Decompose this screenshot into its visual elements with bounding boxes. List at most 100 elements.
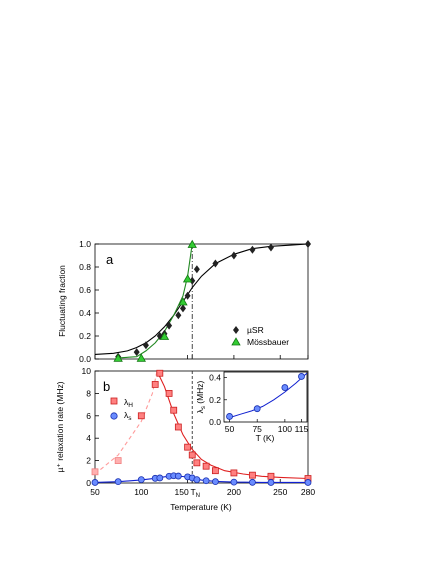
inset-y-label-unit: (MHz) bbox=[195, 380, 205, 406]
b-ytick-label: 10 bbox=[82, 366, 92, 376]
b-xtick-label: 200 bbox=[227, 487, 241, 497]
lambda-h-point bbox=[202, 462, 210, 470]
lambda-s-point bbox=[267, 479, 275, 486]
mossbauer-point bbox=[136, 353, 146, 362]
inset-xtick-label: 100 bbox=[278, 424, 292, 434]
lambda-s-point bbox=[211, 478, 219, 486]
panel-b-x-label: Temperature (K) bbox=[170, 502, 232, 512]
legend-lambda-s-label: λs bbox=[124, 410, 132, 422]
panel-b-points bbox=[91, 369, 312, 486]
inset: 0.0 0.2 0.4 50 75 100 115 T (K) λs (MHz) bbox=[195, 371, 309, 443]
inset-point bbox=[226, 413, 233, 420]
lambda-h-point bbox=[267, 472, 275, 480]
musr-point bbox=[166, 321, 173, 330]
lambda-h-point bbox=[114, 457, 122, 465]
musr-point bbox=[184, 291, 191, 300]
a-ytick-label: 0.6 bbox=[79, 285, 91, 295]
lambda-h-point bbox=[170, 406, 178, 414]
panel-a-frame bbox=[94, 243, 309, 360]
lambda-s-point bbox=[202, 477, 210, 485]
lambda-h-point bbox=[211, 467, 219, 475]
lambda-h-point bbox=[151, 381, 159, 388]
lambda-s-point bbox=[91, 479, 99, 486]
legend-lambda-s-sub: s bbox=[128, 415, 132, 422]
lambda-h-point bbox=[174, 423, 182, 431]
legend-mossbauer-label: Mössbauer bbox=[247, 337, 289, 347]
musr-point bbox=[305, 240, 311, 248]
lambda-s-point bbox=[156, 474, 164, 482]
inset-ytick-label: 0.0 bbox=[209, 417, 221, 427]
inset-xtick-label: 115 bbox=[295, 424, 309, 434]
lambda-h-point bbox=[137, 412, 145, 420]
mossbauer-point bbox=[182, 274, 193, 283]
panel-a-letter: a bbox=[106, 252, 114, 267]
musr-point bbox=[142, 341, 149, 350]
b-xtick-label: 100 bbox=[134, 487, 148, 497]
b-xtick-label: 150 bbox=[175, 487, 189, 497]
musr-point bbox=[212, 259, 219, 268]
panel-a-points bbox=[113, 239, 311, 362]
legend-mossbauer-marker bbox=[231, 337, 241, 346]
b-xtick-label: 280 bbox=[301, 487, 315, 497]
panel-b: 0 2 4 6 8 10 50 100 150 TN 200 250 280 b µ⁺ relaxat… bbox=[55, 366, 315, 512]
legend-lambda-s-symbol: λ bbox=[124, 410, 129, 420]
lambda-h-point bbox=[188, 451, 196, 459]
lambda-s-point bbox=[174, 472, 182, 480]
inset-y-label: λs (MHz) bbox=[195, 380, 207, 413]
inset-point bbox=[281, 384, 289, 391]
lambda-h-point bbox=[184, 443, 192, 451]
lambda-h-point bbox=[249, 471, 256, 479]
legend-lambda-h-marker bbox=[110, 397, 118, 405]
lambda-h-point bbox=[156, 369, 164, 377]
inset-points bbox=[226, 373, 305, 420]
legend-lambda-s-marker bbox=[110, 412, 118, 420]
b-ytick-label: 0 bbox=[86, 478, 91, 488]
panel-a-y-ticks: 0.0 0.2 0.4 0.6 0.8 1.0 bbox=[79, 239, 99, 364]
inset-point bbox=[298, 373, 305, 380]
lambda-s-point bbox=[230, 478, 238, 486]
panel-b-letter: b bbox=[103, 379, 110, 394]
inset-y-label-symbol: λ bbox=[195, 408, 205, 413]
b-xtick-label: TN bbox=[190, 487, 200, 499]
b-ytick-label: 4 bbox=[86, 433, 91, 443]
b-xtick-label: 250 bbox=[273, 487, 287, 497]
panel-b-y-label: µ⁺ relaxation rate (MHz) bbox=[55, 381, 65, 472]
b-ytick-label: 2 bbox=[86, 456, 91, 466]
inset-fit-line bbox=[229, 372, 308, 419]
legend-musr-label: µSR bbox=[247, 325, 264, 335]
inset-xtick-label: 75 bbox=[252, 424, 262, 434]
inset-ytick-label: 0.2 bbox=[209, 395, 221, 405]
a-ytick-label: 0.0 bbox=[79, 354, 91, 364]
panel-a-y-label: Fluctuating fraction bbox=[57, 265, 67, 337]
legend-musr-marker bbox=[233, 326, 239, 334]
inset-y-label-sub: s bbox=[201, 406, 207, 409]
musr-point bbox=[193, 265, 200, 274]
panel-b-y-ticks: 0 2 4 6 8 10 bbox=[82, 366, 99, 488]
a-ytick-label: 0.4 bbox=[79, 308, 91, 318]
legend-lambda-h-label: λH bbox=[124, 397, 133, 409]
inset-y-ticks: 0.0 0.2 0.4 bbox=[209, 373, 227, 427]
lambda-s-point bbox=[114, 478, 122, 486]
inset-frame bbox=[223, 371, 308, 423]
musr-point bbox=[179, 304, 186, 313]
lambda-h-point bbox=[193, 459, 201, 467]
panel-a-legend: µSR Mössbauer bbox=[231, 325, 289, 347]
panel-b-legend: λH λs bbox=[110, 397, 133, 422]
panel-b-frame bbox=[94, 370, 309, 484]
mossbauer-point bbox=[187, 239, 197, 248]
inset-ytick-label: 0.4 bbox=[209, 373, 221, 383]
mossbauer-point bbox=[178, 297, 188, 306]
lambda-h-point bbox=[165, 389, 173, 397]
b-ytick-label: 8 bbox=[86, 388, 91, 398]
mossbauer-point bbox=[113, 353, 123, 362]
b-xtick-label: 50 bbox=[90, 487, 100, 497]
musr-point bbox=[133, 348, 140, 357]
lambda-s-point bbox=[137, 476, 145, 484]
legend-lambda-h-symbol: λ bbox=[124, 397, 129, 407]
mossbauer-point bbox=[159, 331, 170, 340]
inset-xtick-label: 50 bbox=[225, 424, 235, 434]
lambda-h-point bbox=[230, 469, 238, 477]
musr-point bbox=[189, 276, 196, 285]
legend-lambda-h-sub: H bbox=[128, 402, 133, 409]
